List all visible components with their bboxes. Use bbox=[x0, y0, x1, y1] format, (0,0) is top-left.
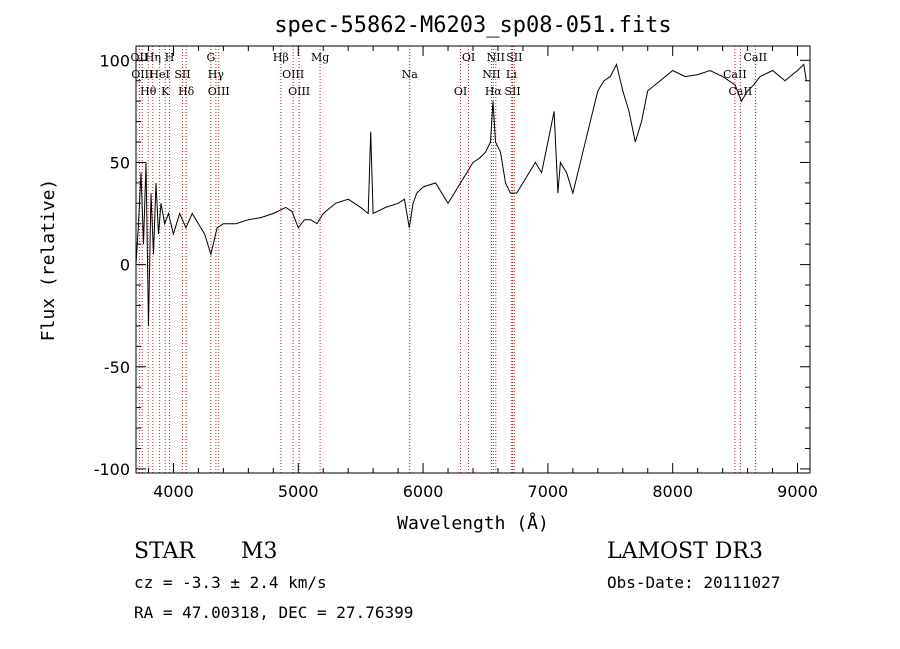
line-marker-label: OIII bbox=[131, 68, 153, 81]
survey-name: LAMOST DR3 bbox=[607, 539, 763, 564]
y-tick-label: -100 bbox=[94, 460, 130, 479]
x-tick-label: 6000 bbox=[403, 482, 444, 501]
x-tick-label: 4000 bbox=[153, 482, 194, 501]
line-markers bbox=[138, 46, 756, 473]
obs-date: Obs-Date: 20111027 bbox=[607, 573, 781, 592]
chart-title: spec-55862-M6203_sp08-051.fits bbox=[274, 13, 671, 38]
line-marker-label: Hθ bbox=[140, 85, 157, 98]
line-marker-label: OI bbox=[462, 51, 475, 64]
line-marker-label: SII bbox=[506, 51, 522, 64]
line-marker-label: Hγ bbox=[208, 68, 225, 81]
line-marker-label: Hα bbox=[485, 85, 503, 98]
line-marker-label: CaII bbox=[743, 51, 767, 64]
line-marker-label: NII bbox=[482, 68, 500, 81]
redshift-cz: cz = -3.3 ± 2.4 km/s bbox=[134, 573, 327, 592]
y-tick-label: -50 bbox=[104, 358, 130, 377]
axis-ticks: 4000 5000 6000 7000 8000 9000 -100 -50 0 50 100 bbox=[94, 46, 818, 501]
line-marker-label: Mg bbox=[311, 51, 329, 64]
object-class: STAR bbox=[134, 539, 195, 564]
y-axis-label: Flux (relative) bbox=[38, 179, 59, 342]
plot-frame bbox=[135, 45, 811, 474]
line-marker-label: OI bbox=[454, 85, 467, 98]
y-tick-label: 50 bbox=[110, 153, 130, 172]
object-subclass: M3 bbox=[241, 539, 278, 564]
y-tick-label: 100 bbox=[99, 51, 130, 70]
line-marker-labels: OIIOIIIHθHηHeIKHSIIHδGHγOIIIHβOIIIOIIIMg… bbox=[131, 51, 768, 98]
line-marker-label: NII bbox=[487, 51, 505, 64]
line-marker-label: H bbox=[165, 51, 175, 64]
line-marker-label: Hδ bbox=[178, 85, 195, 98]
line-marker-label: Hη bbox=[145, 51, 161, 64]
x-axis-label: Wavelength (Å) bbox=[397, 512, 549, 534]
x-tick-label: 9000 bbox=[777, 482, 818, 501]
line-marker-label: Li bbox=[506, 68, 517, 81]
series-line-spectrum bbox=[135, 62, 807, 326]
line-marker-label: K bbox=[161, 85, 170, 98]
x-tick-label: 7000 bbox=[528, 482, 569, 501]
coordinates: RA = 47.00318, DEC = 27.76399 bbox=[134, 603, 414, 622]
line-marker-label: OIII bbox=[208, 85, 230, 98]
line-marker-label: OIII bbox=[288, 85, 310, 98]
line-marker-label: Na bbox=[402, 68, 419, 81]
line-marker-label: SII bbox=[504, 85, 520, 98]
x-tick-label: 8000 bbox=[652, 482, 693, 501]
line-marker-label: HeI bbox=[149, 68, 169, 81]
line-marker-label: Hβ bbox=[273, 51, 289, 64]
line-marker-label: CaII bbox=[729, 85, 753, 98]
line-marker-label: G bbox=[206, 51, 215, 64]
line-marker-label: OIII bbox=[282, 68, 304, 81]
line-marker-label: SII bbox=[174, 68, 190, 81]
x-tick-label: 5000 bbox=[278, 482, 319, 501]
line-marker-label: CaII bbox=[723, 68, 747, 81]
y-tick-label: 0 bbox=[120, 256, 130, 275]
